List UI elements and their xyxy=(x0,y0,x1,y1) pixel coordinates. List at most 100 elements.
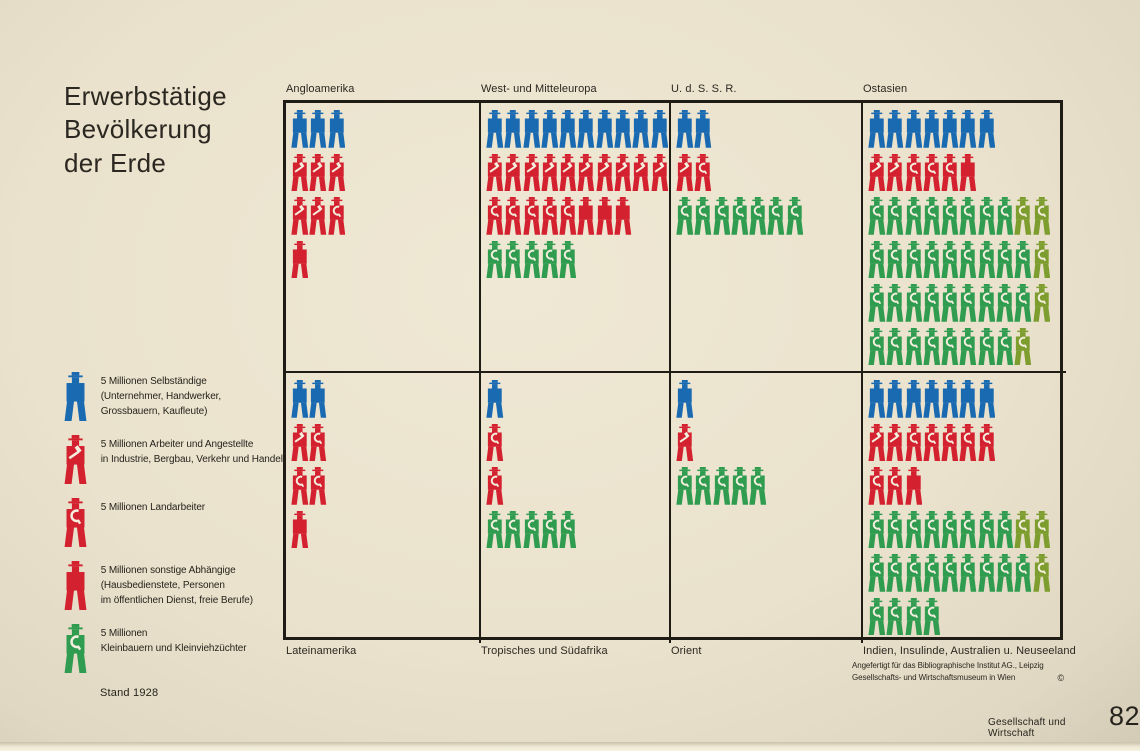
worker-arbeiter-hammer-icon xyxy=(559,153,577,192)
worker-kleinbauer-sickle-icon xyxy=(904,554,922,592)
worker-kleinbauer-sickle-icon xyxy=(959,554,977,592)
worker-selbstaendige-icon xyxy=(291,110,309,148)
worker-kleinbauer-sickle-icon xyxy=(522,240,540,279)
figure-row xyxy=(868,467,1064,511)
panel-label: Lateinamerika xyxy=(286,645,357,657)
worker-kleinbauer-sickle-icon xyxy=(904,597,922,636)
worker-arbeiter-hammer-icon xyxy=(676,423,694,462)
worker-selbstaendige-icon xyxy=(868,110,886,148)
worker-arbeiter-hammer-icon xyxy=(327,153,345,192)
worker-kleinbauer-sickle-icon xyxy=(886,284,904,322)
worker-kleinbauer-sickle-icon xyxy=(712,467,730,505)
panel-lateinamerika xyxy=(286,373,481,643)
figure-row xyxy=(486,197,667,241)
figure-row xyxy=(486,467,667,511)
worker-kleinbauer-sickle-icon xyxy=(886,197,904,235)
worker-landarbeiter-sickle-icon xyxy=(541,197,559,235)
figure-row xyxy=(868,423,1064,468)
worker-landarbeiter-sickle-icon xyxy=(941,153,959,192)
worker-kleinbauer-sickle-icon xyxy=(886,597,904,636)
panel-label: Ostasien xyxy=(863,83,908,95)
panel-angloamerika xyxy=(286,103,481,373)
panel-label: Indien, Insulinde, Australien u. Neuseel… xyxy=(863,645,1076,657)
credits-line2: © Gesellschafts- und Wirtschaftsmuseum i… xyxy=(852,673,1064,683)
worker-selbstaendige-icon xyxy=(694,110,712,148)
worker-kleinbauer-sickle-icon xyxy=(486,510,504,549)
worker-landarbeiter-sickle-icon xyxy=(64,498,87,547)
worker-kleinbauer-sickle-icon xyxy=(1032,240,1050,279)
worker-kleinbauer-sickle-icon xyxy=(767,197,785,235)
worker-kleinbauer-sickle-icon xyxy=(904,510,922,549)
legend-item-4: 5 Millionen Kleinbauern und Kleinviehzüch… xyxy=(64,624,289,678)
series-title: Gesellschaft und Wirtschaft xyxy=(988,717,1066,739)
legend-label: 5 Millionen Selbständige (Unternehmer, Ha… xyxy=(100,376,222,417)
worker-landarbeiter-sickle-icon xyxy=(309,423,327,462)
date-note: Stand 1928 xyxy=(100,687,159,699)
worker-kleinbauer-sickle-icon xyxy=(923,240,941,279)
worker-selbstaendige-icon xyxy=(904,380,922,418)
chart-title-line: der Erde xyxy=(64,147,167,178)
worker-selbstaendige-icon xyxy=(64,372,87,421)
worker-arbeiter-hammer-icon xyxy=(64,435,87,484)
worker-selbstaendige-icon xyxy=(978,110,995,148)
figure-row xyxy=(291,423,477,468)
worker-kleinbauer-sickle-icon xyxy=(978,510,995,549)
credits: Angefertigt für das Bibliographische Ins… xyxy=(852,660,1064,684)
figure-row xyxy=(868,554,1064,598)
worker-kleinbauer-sickle-icon xyxy=(959,327,977,366)
worker-selbstaendige-icon xyxy=(614,110,632,148)
worker-kleinbauer-sickle-icon xyxy=(923,510,941,549)
worker-kleinbauer-sickle-icon xyxy=(904,240,922,279)
figure-row xyxy=(676,467,859,511)
worker-sonstige-icon xyxy=(596,197,613,235)
worker-kleinbauer-sickle-icon xyxy=(941,284,959,322)
figure-row xyxy=(868,110,1064,154)
figure-row xyxy=(291,467,477,511)
figure-row xyxy=(868,197,1064,241)
worker-selbstaendige-icon xyxy=(904,110,922,148)
worker-kleinbauer-sickle-icon xyxy=(1032,554,1050,592)
worker-landarbeiter-sickle-icon xyxy=(486,197,504,235)
worker-selbstaendige-icon xyxy=(309,110,327,148)
worker-kleinbauer-sickle-icon xyxy=(541,240,559,279)
chart-title: Erwerbstätige Bevölkerung der Erde xyxy=(64,80,227,180)
worker-arbeiter-hammer-icon xyxy=(291,153,309,192)
worker-arbeiter-hammer-icon xyxy=(577,153,595,192)
worker-kleinbauer-sickle-icon xyxy=(886,327,904,366)
worker-arbeiter-hammer-icon xyxy=(486,153,504,192)
worker-landarbeiter-sickle-icon xyxy=(923,153,941,192)
worker-landarbeiter-sickle-icon xyxy=(886,467,904,505)
worker-kleinbauer-sickle-icon xyxy=(676,467,694,505)
worker-kleinbauer-sickle-icon xyxy=(868,284,886,322)
legend-label: 5 Millionen sonstige Abhängige (Hausbedie… xyxy=(100,565,253,606)
legend: 5 Millionen Selbständige (Unternehmer, Ha… xyxy=(64,372,289,699)
worker-arbeiter-hammer-icon xyxy=(632,153,650,192)
worker-kleinbauer-sickle-icon xyxy=(904,327,922,366)
worker-selbstaendige-icon xyxy=(959,380,977,418)
figure-row xyxy=(676,380,859,424)
legend-icon xyxy=(64,372,88,426)
worker-selbstaendige-icon xyxy=(486,380,504,418)
worker-arbeiter-hammer-icon xyxy=(309,153,327,192)
worker-selbstaendige-icon xyxy=(522,110,540,148)
chart-title-line: Bevölkerung xyxy=(64,114,212,145)
panel-label: Orient xyxy=(671,645,702,657)
worker-kleinbauer-sickle-icon xyxy=(923,284,941,322)
worker-arbeiter-hammer-icon xyxy=(868,153,886,192)
worker-arbeiter-hammer-icon xyxy=(291,423,309,462)
worker-kleinbauer-sickle-icon xyxy=(923,554,941,592)
worker-kleinbauer-sickle-icon xyxy=(978,554,995,592)
worker-kleinbauer-sickle-icon xyxy=(978,327,995,366)
panel-label: Tropisches und Südafrika xyxy=(481,645,608,657)
worker-kleinbauer-sickle-icon xyxy=(868,327,886,366)
worker-kleinbauer-sickle-icon xyxy=(868,554,886,592)
worker-kleinbauer-sickle-icon xyxy=(1014,197,1032,235)
worker-kleinbauer-sickle-icon xyxy=(941,554,959,592)
worker-kleinbauer-sickle-icon xyxy=(923,597,941,636)
figure-row xyxy=(486,240,667,285)
figure-row xyxy=(868,380,1064,424)
worker-kleinbauer-sickle-icon xyxy=(559,510,577,549)
worker-landarbeiter-sickle-icon xyxy=(486,423,504,462)
worker-kleinbauer-sickle-icon xyxy=(559,240,577,279)
